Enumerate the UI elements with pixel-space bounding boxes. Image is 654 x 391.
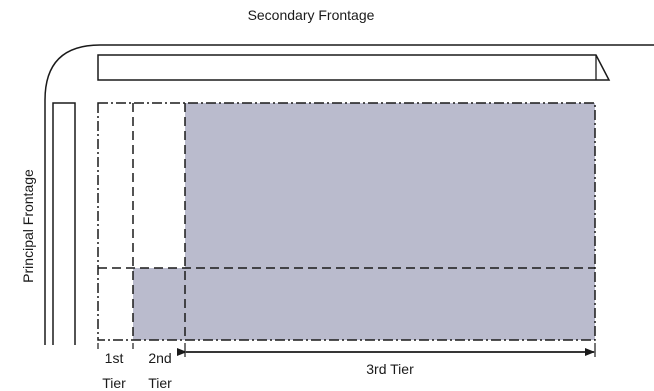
road-edge-curve [44,44,654,345]
tier3-label: 3rd Tier [366,361,414,377]
tier2-label-line2: Tier [148,375,172,391]
secondary-frontage-label: Secondary Frontage [248,7,375,23]
principal-frontage-road [52,102,76,345]
tier1-label-line2: Tier [102,375,126,391]
tier3-shaded-area [185,103,595,340]
tier1-label-line1: 1st [105,350,124,366]
tier2-label-line1: 2nd [148,350,171,366]
tier2-shaded-area [133,268,185,340]
lot-boundary [97,102,596,341]
secondary-frontage-road [97,54,611,81]
principal-frontage-label: Principal Frontage [20,169,36,283]
